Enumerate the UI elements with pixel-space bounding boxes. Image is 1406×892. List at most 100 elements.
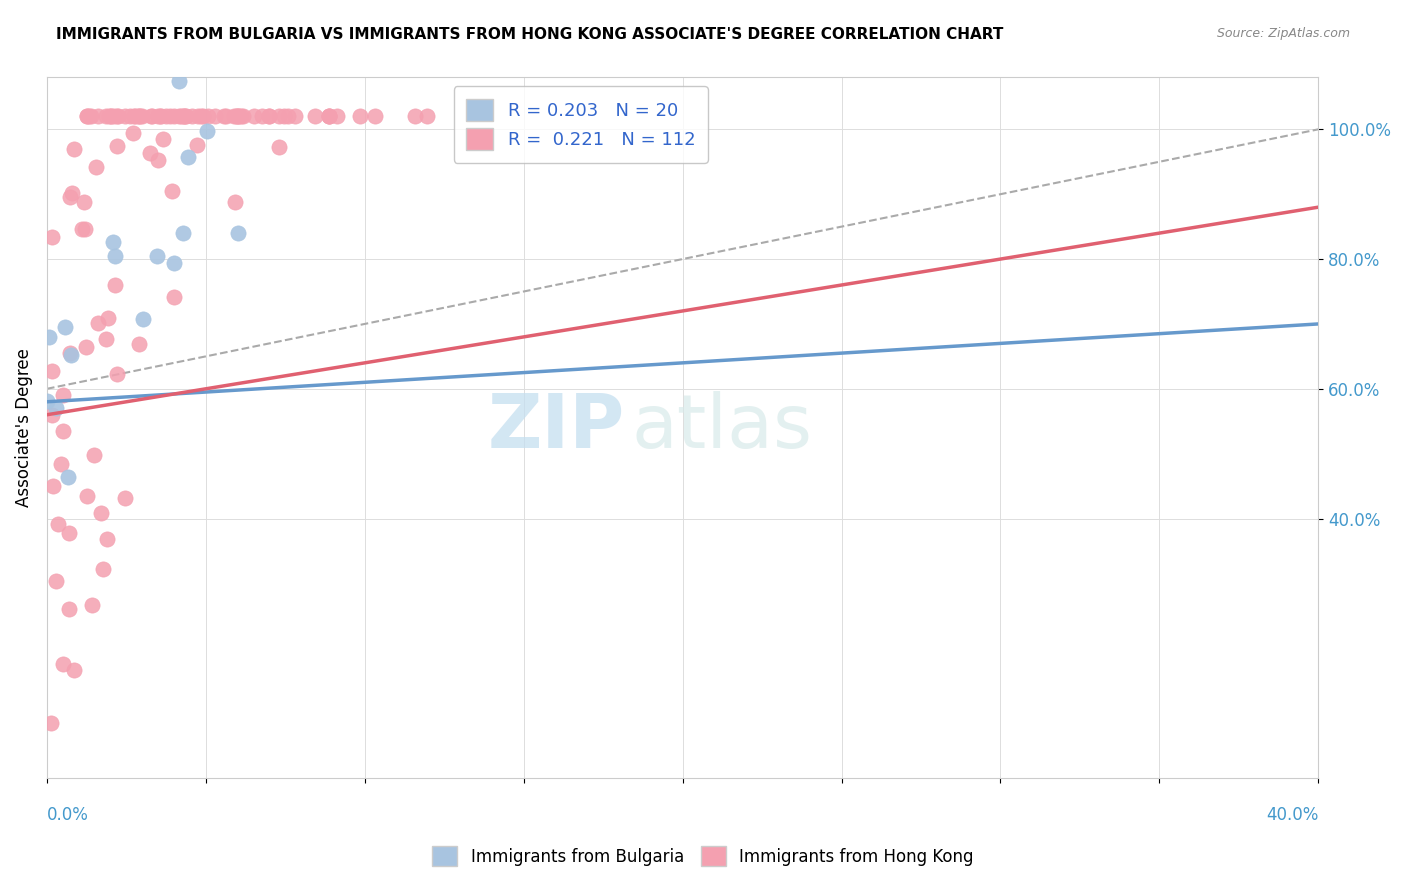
Point (226, 226, 249, 240)
Point (318, 109, 340, 123)
Point (41, 408, 63, 422)
Point (222, 109, 245, 123)
Point (105, 139, 128, 153)
Point (59, 190, 82, 204)
Point (163, 289, 186, 303)
Point (146, 248, 169, 262)
Point (38, 330, 60, 344)
Point (45, 574, 67, 588)
Point (107, 109, 129, 123)
Point (172, 227, 194, 241)
Point (46, 516, 69, 531)
Point (80, 109, 103, 123)
Point (37, 393, 59, 408)
Point (97, 109, 120, 123)
Point (318, 109, 340, 123)
Point (169, 109, 191, 123)
Point (127, 109, 149, 123)
Legend: R = 0.203   N = 20, R =  0.221   N = 112: R = 0.203 N = 20, R = 0.221 N = 112 (454, 87, 709, 163)
Point (146, 153, 169, 168)
Point (176, 150, 198, 164)
Point (79, 109, 101, 123)
Point (257, 109, 280, 123)
Point (62, 142, 84, 156)
Point (101, 235, 124, 249)
Point (155, 109, 177, 123)
Point (124, 109, 146, 123)
Text: IMMIGRANTS FROM BULGARIA VS IMMIGRANTS FROM HONG KONG ASSOCIATE'S DEGREE CORRELA: IMMIGRANTS FROM BULGARIA VS IMMIGRANTS F… (56, 27, 1004, 42)
Point (76, 489, 98, 503)
Point (173, 109, 195, 123)
Point (96, 532, 118, 546)
Point (70, 222, 93, 236)
Point (149, 109, 172, 123)
Point (60, 186, 83, 200)
Point (267, 109, 290, 123)
Point (76, 109, 98, 123)
Point (326, 109, 349, 123)
Point (318, 109, 340, 123)
Point (225, 109, 247, 123)
Point (59, 346, 82, 360)
Legend: Immigrants from Bulgaria, Immigrants from Hong Kong: Immigrants from Bulgaria, Immigrants fro… (425, 838, 981, 875)
Point (94, 332, 117, 346)
Point (180, 109, 202, 123)
Point (131, 312, 153, 326)
Point (128, 109, 150, 123)
Point (83, 448, 105, 462)
Point (204, 109, 226, 123)
Point (41, 364, 63, 378)
Point (91, 562, 114, 576)
Point (41, 229, 63, 244)
Point (167, 74, 190, 88)
Point (163, 109, 186, 123)
Point (87, 109, 110, 123)
Point (152, 132, 174, 146)
Text: atlas: atlas (631, 392, 813, 464)
Point (231, 109, 253, 123)
Point (159, 109, 181, 123)
Text: Source: ZipAtlas.com: Source: ZipAtlas.com (1216, 27, 1350, 40)
Point (60, 348, 83, 362)
Point (304, 109, 326, 123)
Point (226, 109, 249, 123)
Point (97, 310, 120, 325)
Point (45, 401, 67, 416)
Point (225, 109, 247, 123)
Point (146, 109, 169, 123)
Point (103, 109, 125, 123)
Point (404, 109, 426, 123)
Point (73, 222, 96, 236)
Point (73, 195, 96, 210)
Point (349, 109, 371, 123)
Point (269, 140, 291, 154)
Text: ZIP: ZIP (488, 392, 626, 464)
Point (149, 109, 172, 123)
Point (76, 109, 98, 123)
Point (63, 663, 86, 677)
Text: 0.0%: 0.0% (46, 806, 89, 824)
Point (86, 316, 108, 330)
Point (187, 109, 209, 123)
Point (53, 320, 76, 334)
Point (100, 109, 122, 123)
Point (52, 425, 75, 439)
Point (104, 249, 127, 263)
Point (52, 388, 75, 402)
Point (90, 506, 112, 520)
Point (186, 138, 208, 153)
Point (52, 657, 75, 672)
Point (120, 109, 142, 123)
Point (172, 109, 194, 123)
Point (197, 109, 219, 123)
Point (167, 109, 190, 123)
Text: 40.0%: 40.0% (1265, 806, 1319, 824)
Point (190, 109, 212, 123)
Point (131, 109, 153, 123)
Point (96, 109, 118, 123)
Point (228, 109, 250, 123)
Point (100, 109, 122, 123)
Point (58, 602, 80, 616)
Point (104, 278, 127, 293)
Point (257, 109, 280, 123)
